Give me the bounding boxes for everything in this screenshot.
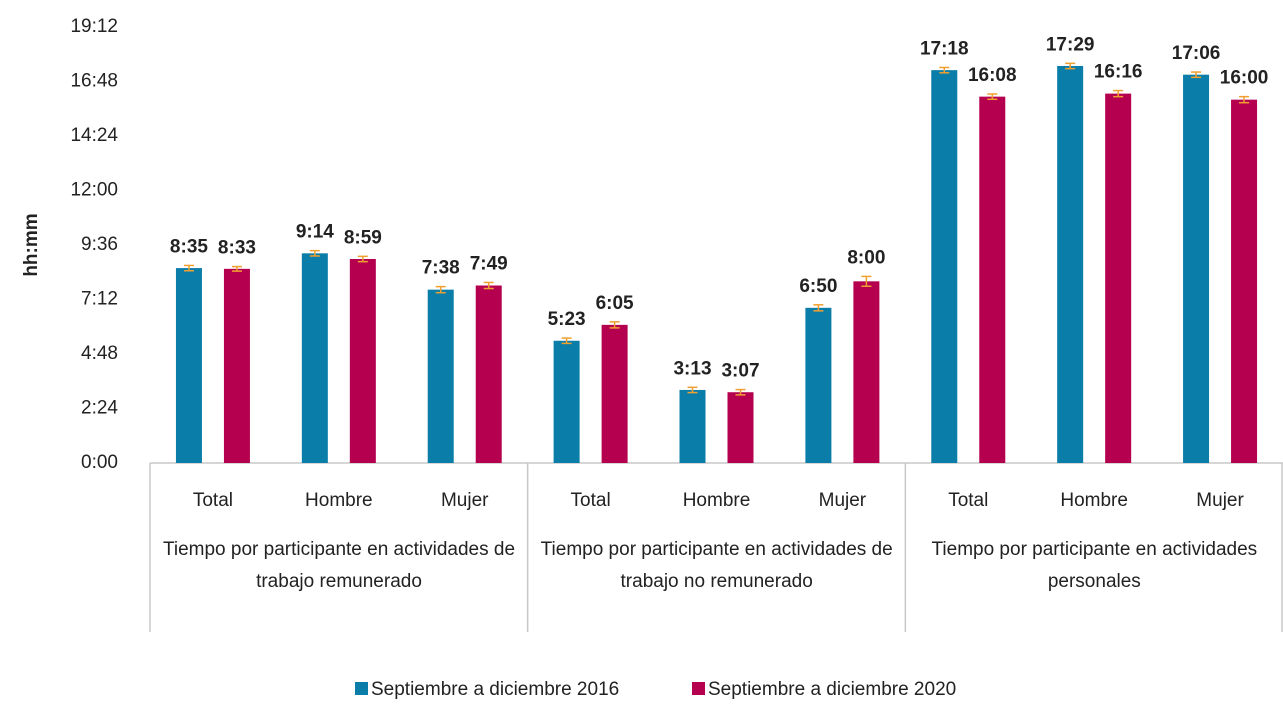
- bar: [979, 96, 1006, 463]
- y-tick-label: 4:48: [81, 343, 118, 364]
- x-tick-label: Hombre: [1060, 490, 1128, 511]
- y-tick-label: 14:24: [70, 125, 118, 146]
- data-label: 8:35: [170, 236, 208, 257]
- bar: [475, 285, 502, 463]
- y-tick-label: 7:12: [81, 289, 118, 310]
- bar: [1057, 65, 1084, 463]
- data-label: 9:14: [296, 222, 334, 243]
- x-tick-label: Mujer: [1196, 490, 1244, 511]
- data-label: 8:00: [847, 247, 885, 268]
- data-label: 6:05: [596, 293, 634, 314]
- data-label: 16:16: [1094, 62, 1143, 83]
- y-tick-label: 0:00: [81, 452, 118, 473]
- bar: [1105, 93, 1132, 463]
- bar: [175, 268, 202, 463]
- data-label: 17:18: [920, 39, 969, 60]
- legend-swatch: [692, 682, 705, 695]
- bar: [853, 281, 880, 463]
- data-label: 16:08: [968, 65, 1017, 86]
- data-label: 8:59: [344, 227, 382, 248]
- y-axis-label: hh:mm: [21, 213, 42, 276]
- group-label: Tiempo por participante en actividades d…: [540, 539, 893, 592]
- x-tick-label: Total: [948, 490, 988, 511]
- bar: [679, 389, 706, 463]
- bar: [349, 259, 376, 463]
- x-tick-label: Total: [571, 490, 611, 511]
- y-tick-label: 9:36: [81, 234, 118, 255]
- data-label: 17:29: [1046, 34, 1095, 55]
- data-label: 3:13: [673, 358, 711, 379]
- bar: [1183, 74, 1210, 463]
- legend-label: Septiembre a diciembre 2020: [708, 679, 956, 700]
- bar: [223, 268, 250, 463]
- bar: [301, 253, 328, 463]
- y-tick-label: 16:48: [70, 71, 118, 92]
- data-label: 17:06: [1172, 43, 1221, 64]
- bar: [805, 307, 832, 463]
- x-tick-label: Mujer: [441, 490, 489, 511]
- group-label: Tiempo por participante en actividades p…: [931, 539, 1258, 592]
- data-label: 16:00: [1220, 68, 1269, 89]
- data-label: 5:23: [548, 309, 586, 330]
- y-tick-label: 2:24: [81, 398, 118, 419]
- data-label: 3:07: [721, 361, 759, 382]
- bar: [553, 340, 580, 463]
- group-label: Tiempo por participante en actividades d…: [162, 539, 516, 592]
- data-label: 7:38: [422, 258, 460, 279]
- y-tick-label: 19:12: [70, 16, 118, 37]
- bar: [727, 392, 754, 463]
- data-label: 8:33: [218, 238, 256, 259]
- legend-label: Septiembre a diciembre 2016: [371, 679, 619, 700]
- x-tick-label: Total: [193, 490, 233, 511]
- x-tick-label: Mujer: [819, 490, 867, 511]
- data-label: 7:49: [470, 253, 508, 274]
- y-tick-label: 12:00: [70, 180, 118, 201]
- legend-swatch: [355, 682, 368, 695]
- bar: [931, 70, 958, 463]
- x-tick-label: Hombre: [305, 490, 373, 511]
- data-label: 6:50: [799, 276, 837, 297]
- bar: [427, 289, 454, 463]
- bar: [1231, 99, 1258, 464]
- bar: [601, 324, 628, 463]
- x-tick-label: Hombre: [683, 490, 751, 511]
